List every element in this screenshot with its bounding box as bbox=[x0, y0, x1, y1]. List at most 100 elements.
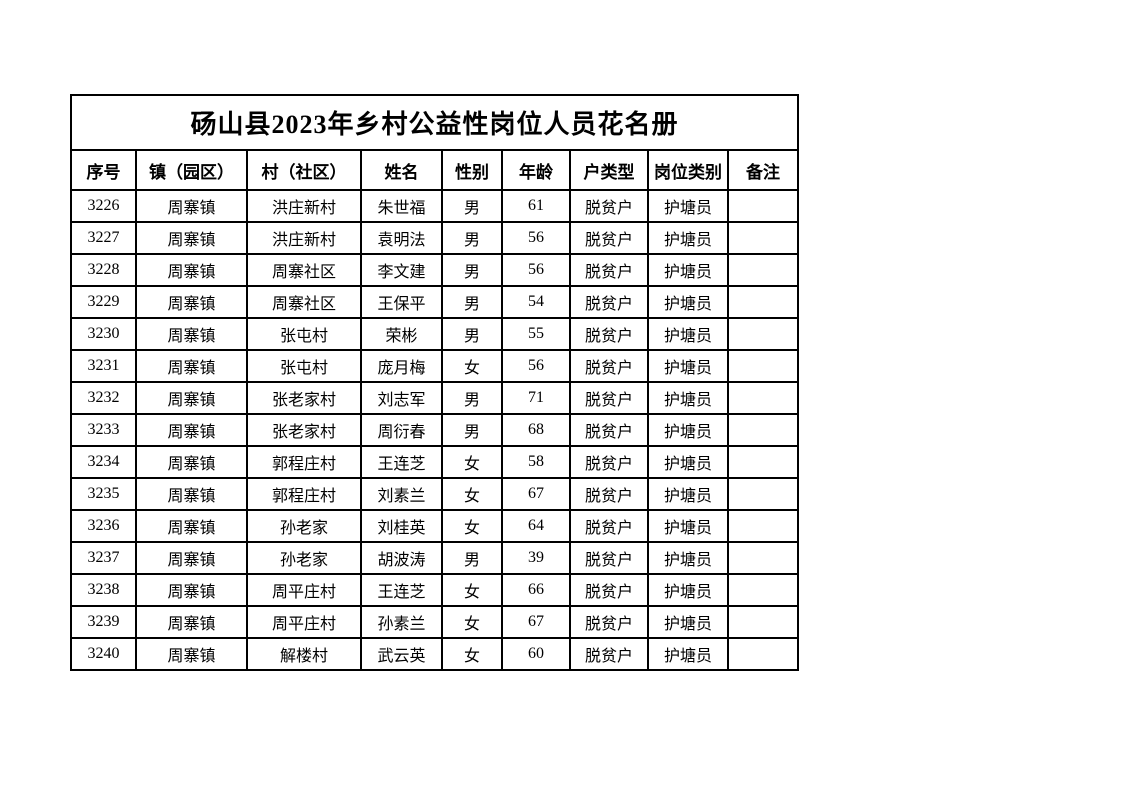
table-cell: 解楼村 bbox=[246, 637, 362, 671]
table-cell: 39 bbox=[501, 541, 571, 575]
table-cell: 71 bbox=[501, 381, 571, 415]
table-cell: 郭程庄村 bbox=[246, 477, 362, 511]
table-cell bbox=[726, 349, 800, 383]
table-cell: 56 bbox=[501, 253, 571, 287]
table-cell: 护塘员 bbox=[647, 381, 729, 415]
table-cell: 60 bbox=[501, 637, 571, 671]
table-cell: 孙老家 bbox=[246, 509, 362, 543]
table-cell: 脱贫户 bbox=[569, 221, 649, 255]
table-cell: 女 bbox=[441, 573, 503, 607]
table-cell: 61 bbox=[501, 189, 571, 223]
table-cell: 护塘员 bbox=[647, 189, 729, 223]
table-cell: 护塘员 bbox=[647, 445, 729, 479]
table-cell bbox=[726, 445, 800, 479]
table-cell: 3227 bbox=[70, 221, 137, 255]
table-cell: 郭程庄村 bbox=[246, 445, 362, 479]
table-cell: 脱贫户 bbox=[569, 413, 649, 447]
table-cell: 女 bbox=[441, 637, 503, 671]
table-cell bbox=[726, 253, 800, 287]
table-cell: 护塘员 bbox=[647, 221, 729, 255]
column-header-name: 姓名 bbox=[360, 149, 443, 191]
table-cell: 洪庄新村 bbox=[246, 189, 362, 223]
table-cell: 脱贫户 bbox=[569, 285, 649, 319]
table-cell: 周寨镇 bbox=[135, 381, 248, 415]
table-cell: 3229 bbox=[70, 285, 137, 319]
table-cell: 女 bbox=[441, 445, 503, 479]
table-cell: 67 bbox=[501, 605, 571, 639]
table-cell: 56 bbox=[501, 221, 571, 255]
table-cell: 周寨镇 bbox=[135, 445, 248, 479]
table-cell: 脱贫户 bbox=[569, 541, 649, 575]
table-cell bbox=[726, 605, 800, 639]
table-cell: 护塘员 bbox=[647, 573, 729, 607]
table-cell: 女 bbox=[441, 477, 503, 511]
table-cell: 周寨社区 bbox=[246, 285, 362, 319]
table-cell: 脱贫户 bbox=[569, 509, 649, 543]
table-cell: 洪庄新村 bbox=[246, 221, 362, 255]
table-cell bbox=[726, 285, 800, 319]
table-cell: 周平庄村 bbox=[246, 573, 362, 607]
table-cell bbox=[726, 381, 800, 415]
table-cell: 刘桂英 bbox=[360, 509, 443, 543]
table-cell: 脱贫户 bbox=[569, 445, 649, 479]
table-cell bbox=[726, 477, 800, 511]
column-header-village: 村（社区） bbox=[246, 149, 362, 191]
table-cell: 3236 bbox=[70, 509, 137, 543]
table-cell bbox=[726, 189, 800, 223]
table-cell: 周寨镇 bbox=[135, 285, 248, 319]
table-row: 3231 周寨镇 张屯村 庞月梅女 56 脱贫户 护塘员 bbox=[70, 349, 800, 383]
table-row: 3240 周寨镇 解楼村 武云英女 60 脱贫户 护塘员 bbox=[70, 637, 800, 671]
table-cell bbox=[726, 509, 800, 543]
table-cell: 张屯村 bbox=[246, 349, 362, 383]
column-header-town: 镇（园区） bbox=[135, 149, 248, 191]
table-cell: 脱贫户 bbox=[569, 189, 649, 223]
column-header-age: 年龄 bbox=[501, 149, 571, 191]
document-title: 砀山县2023年乡村公益性岗位人员花名册 bbox=[69, 94, 800, 151]
table-cell: 周寨镇 bbox=[135, 541, 248, 575]
table-cell: 周寨镇 bbox=[135, 349, 248, 383]
table-row: 3230 周寨镇 张屯村 荣彬男 55 脱贫户 护塘员 bbox=[70, 317, 800, 351]
table-cell bbox=[726, 413, 800, 447]
table-cell: 女 bbox=[441, 349, 503, 383]
table-cell: 周寨镇 bbox=[135, 221, 248, 255]
table-cell: 3237 bbox=[70, 541, 137, 575]
table-cell: 护塘员 bbox=[647, 317, 729, 351]
table-cell: 女 bbox=[441, 509, 503, 543]
table-cell: 男 bbox=[441, 317, 503, 351]
table-row: 3229 周寨镇 周寨社区 王保平男 54 脱贫户 护塘员 bbox=[70, 285, 800, 319]
table-cell bbox=[726, 317, 800, 351]
table-cell: 孙老家 bbox=[246, 541, 362, 575]
table-cell: 张屯村 bbox=[246, 317, 362, 351]
column-header-gender: 性别 bbox=[441, 149, 503, 191]
table-cell: 孙素兰 bbox=[360, 605, 443, 639]
table-cell: 荣彬 bbox=[360, 317, 443, 351]
table-cell: 王连芝 bbox=[360, 445, 443, 479]
header-row: 序号 镇（园区） 村（社区） 姓名 性别 年龄 户类型 岗位类别 备注 bbox=[70, 149, 800, 191]
table-row: 3239 周寨镇 周平庄村 孙素兰女 67 脱贫户 护塘员 bbox=[70, 605, 800, 639]
table-cell: 3234 bbox=[70, 445, 137, 479]
table-cell: 3232 bbox=[70, 381, 137, 415]
table-cell bbox=[726, 541, 800, 575]
table-row: 3228 周寨镇 周寨社区 李文建男 56 脱贫户 护塘员 bbox=[70, 253, 800, 287]
table-cell: 3228 bbox=[70, 253, 137, 287]
table-cell: 68 bbox=[501, 413, 571, 447]
table-body: 3226 周寨镇 洪庄新村 朱世福男 61 脱贫户 护塘员 3227 周寨镇 洪庄新村 袁明法男 56… bbox=[70, 189, 800, 671]
table-cell: 张老家村 bbox=[246, 413, 362, 447]
table-cell: 李文建 bbox=[360, 253, 443, 287]
table-cell: 男 bbox=[441, 285, 503, 319]
table-cell: 周寨镇 bbox=[135, 573, 248, 607]
table-cell: 脱贫户 bbox=[569, 253, 649, 287]
table-cell: 护塘员 bbox=[647, 285, 729, 319]
table-cell: 55 bbox=[501, 317, 571, 351]
table-cell: 周寨镇 bbox=[135, 413, 248, 447]
table-cell: 刘素兰 bbox=[360, 477, 443, 511]
table-cell: 男 bbox=[441, 541, 503, 575]
table-cell: 周寨镇 bbox=[135, 317, 248, 351]
table-row: 3226 周寨镇 洪庄新村 朱世福男 61 脱贫户 护塘员 bbox=[70, 189, 800, 223]
table-cell bbox=[726, 221, 800, 255]
table-cell: 56 bbox=[501, 349, 571, 383]
table-cell: 3238 bbox=[70, 573, 137, 607]
table-cell: 男 bbox=[441, 413, 503, 447]
table-row: 3232 周寨镇 张老家村 刘志军男 71 脱贫户 护塘员 bbox=[70, 381, 800, 415]
